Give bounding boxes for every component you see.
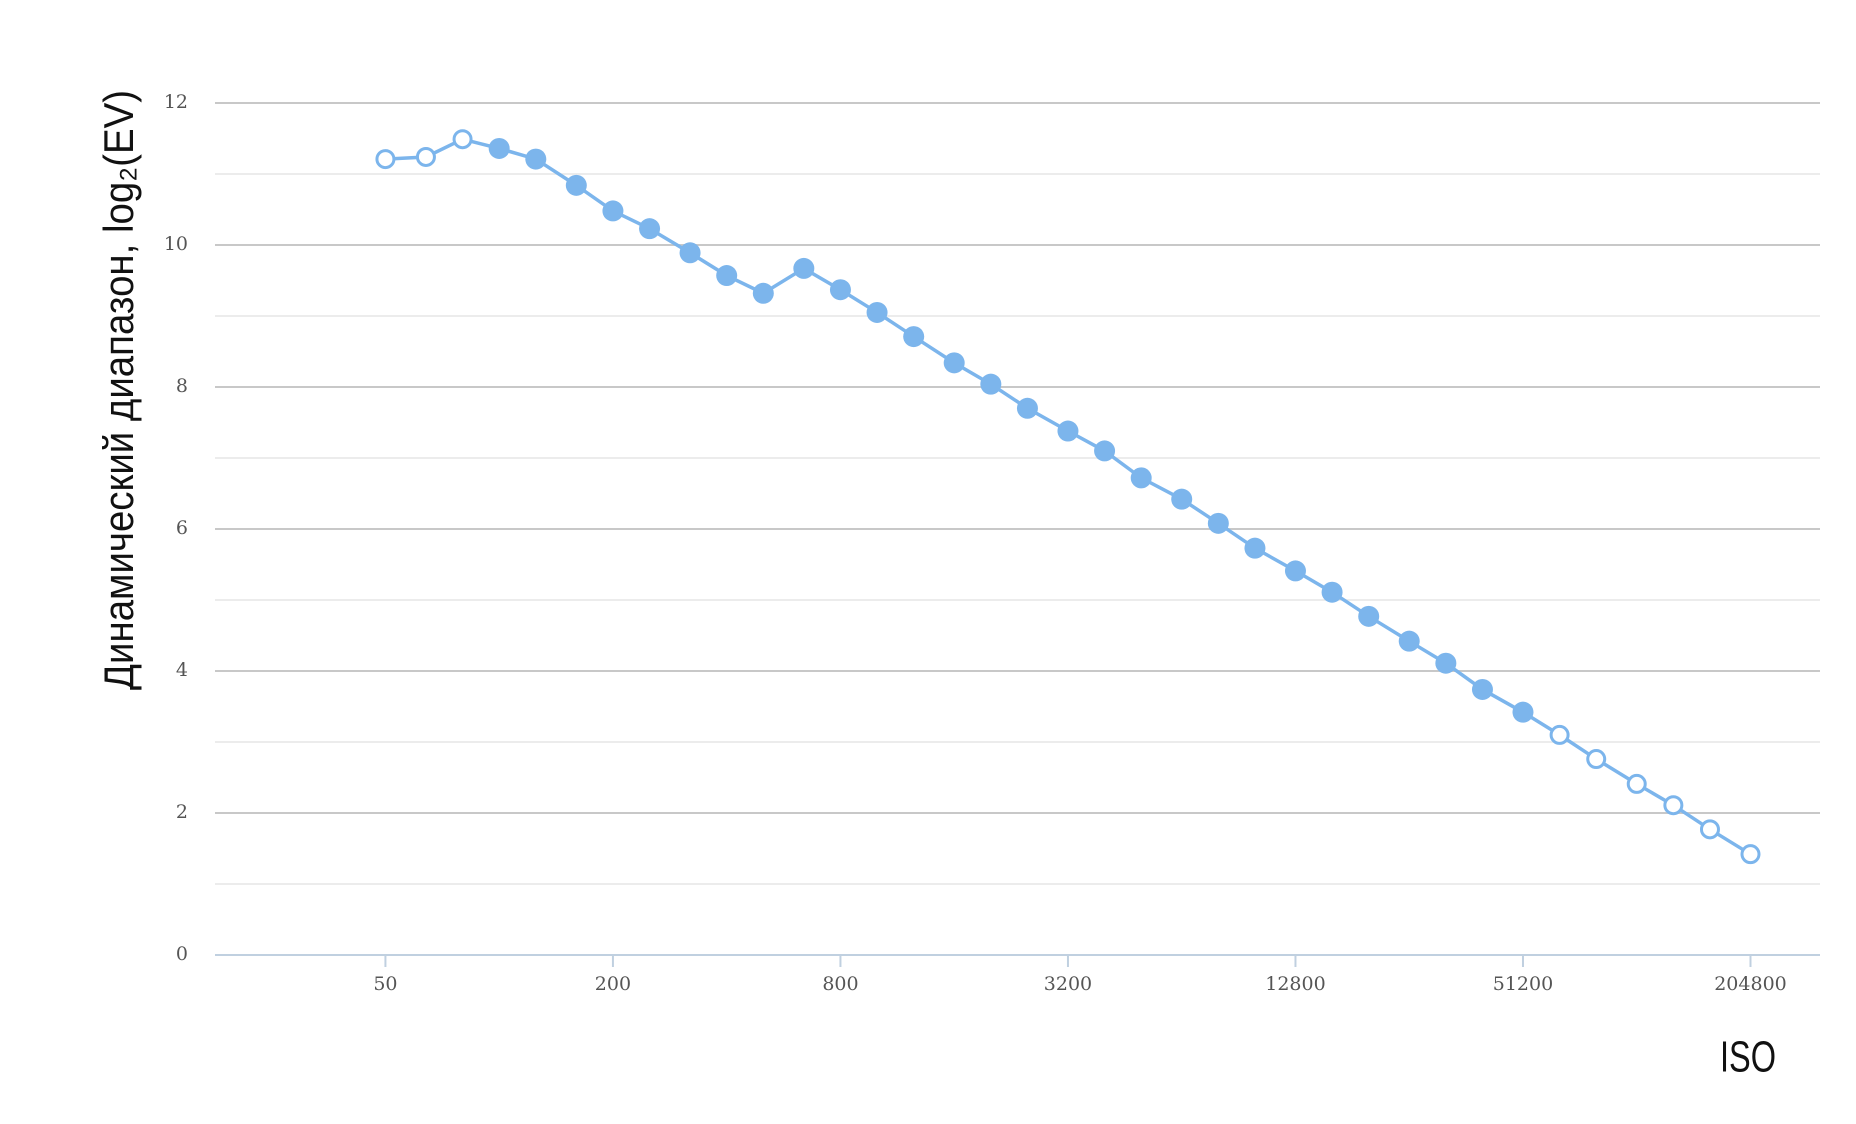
marker — [1171, 488, 1193, 510]
marker — [866, 301, 888, 323]
marker — [716, 265, 738, 287]
marker — [1740, 844, 1761, 865]
x-tick-label: 800 — [822, 973, 858, 995]
marker — [1321, 581, 1343, 603]
marker — [452, 129, 473, 150]
marker — [752, 282, 774, 304]
y-tick-label: 0 — [176, 943, 188, 965]
marker — [1586, 749, 1607, 770]
marker — [1398, 630, 1420, 652]
marker — [1016, 397, 1038, 419]
marker — [793, 257, 815, 279]
marker — [525, 148, 547, 170]
marker — [1471, 678, 1493, 700]
y-tick-label: 4 — [176, 659, 188, 681]
line — [385, 137, 1752, 856]
marker — [903, 326, 925, 348]
x-tick-label: 50 — [373, 973, 397, 995]
x-tick-label: 204800 — [1714, 973, 1787, 995]
y-tick-label: 6 — [176, 517, 188, 539]
marker — [375, 149, 396, 170]
y-tick-label: 8 — [176, 375, 188, 397]
x-axis-title: ISO — [1720, 1033, 1776, 1082]
y-tick-label: 10 — [164, 233, 188, 255]
marker — [1130, 467, 1152, 489]
marker — [829, 279, 851, 301]
marker — [1207, 512, 1229, 534]
marker — [1626, 773, 1647, 794]
y-tick-label: 12 — [164, 91, 188, 113]
marker — [1358, 605, 1380, 627]
marker — [488, 137, 510, 159]
marker — [943, 352, 965, 374]
x-tick-label: 51200 — [1493, 973, 1553, 995]
y-axis-title: Динамический диапазон, log₂(EV) — [95, 90, 142, 690]
x-tick-label: 12800 — [1265, 973, 1325, 995]
marker — [1057, 420, 1079, 442]
marker — [1284, 560, 1306, 582]
marker — [1512, 701, 1534, 723]
marker — [679, 242, 701, 264]
x-tick-label: 3200 — [1044, 973, 1092, 995]
marker — [1244, 537, 1266, 559]
marker — [1094, 440, 1116, 462]
marker — [415, 146, 436, 167]
marker — [1549, 724, 1570, 745]
x-tick-label: 200 — [595, 973, 631, 995]
marker — [980, 373, 1002, 395]
marker — [565, 174, 587, 196]
marker — [1663, 795, 1684, 816]
marker — [1435, 652, 1457, 674]
marker — [639, 218, 661, 240]
marker — [602, 200, 624, 222]
y-tick-label: 2 — [176, 801, 188, 823]
marker — [1699, 819, 1720, 840]
